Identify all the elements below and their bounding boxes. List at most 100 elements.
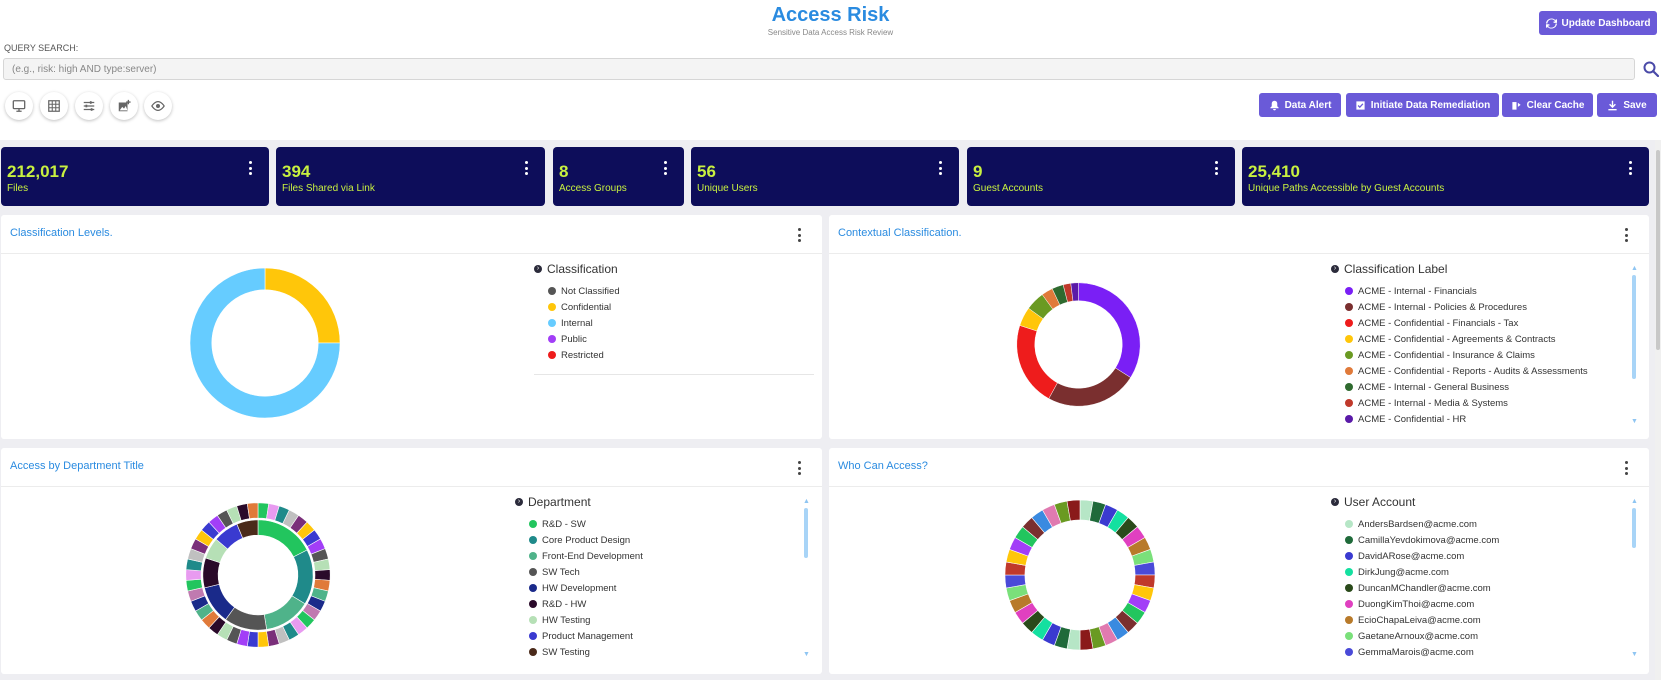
kebab-menu-icon[interactable]: [935, 161, 945, 175]
clear-cache-button[interactable]: Clear Cache: [1502, 93, 1593, 117]
filter-settings-button[interactable]: [75, 92, 103, 120]
donut-slice[interactable]: [1078, 282, 1141, 378]
legend-item[interactable]: Public: [548, 331, 620, 347]
legend-item[interactable]: GaetaneArnoux@acme.com: [1345, 628, 1499, 644]
donut-slice[interactable]: [202, 557, 221, 589]
kpi-files[interactable]: 212,017 Files: [1, 147, 269, 206]
initiate-data-remediation-button[interactable]: Initiate Data Remediation: [1346, 93, 1499, 117]
search-icon[interactable]: [1643, 61, 1659, 77]
legend-item[interactable]: Restricted: [548, 347, 620, 363]
kpi-access-groups[interactable]: 8 Access Groups: [553, 147, 684, 206]
legend-item[interactable]: AndersBardsen@acme.com: [1345, 516, 1499, 532]
clear-cache-label: Clear Cache: [1526, 99, 1585, 111]
legend-scrollbar[interactable]: ▲ ▼: [1631, 265, 1638, 425]
chevron-icon[interactable]: ›: [1331, 265, 1339, 273]
legend-color-dot: [548, 335, 556, 343]
legend-color-dot: [1345, 319, 1353, 327]
who-can-access-panel: Who Can Access? › User Account AndersBar…: [829, 448, 1649, 674]
grid-view-button[interactable]: [40, 92, 68, 120]
chevron-icon[interactable]: ›: [1331, 498, 1339, 506]
scroll-down-icon[interactable]: ▼: [1631, 651, 1638, 658]
kebab-menu-icon[interactable]: [521, 161, 531, 175]
legend-item[interactable]: ACME - Confidential - Insurance & Claims: [1345, 347, 1588, 363]
legend-scrollbar-thumb[interactable]: [1632, 508, 1636, 548]
legend-item[interactable]: ACME - Internal - Financials: [1345, 283, 1588, 299]
main-scrollbar-thumb[interactable]: [1656, 150, 1660, 350]
legend-item[interactable]: Internal: [548, 315, 620, 331]
legend-item[interactable]: GemmaMarois@acme.com: [1345, 644, 1499, 660]
legend-item[interactable]: ACME - Confidential - Agreements & Contr…: [1345, 331, 1588, 347]
update-dashboard-button[interactable]: Update Dashboard: [1539, 11, 1657, 35]
legend-item[interactable]: HW Development: [529, 580, 643, 596]
legend-item[interactable]: HW Testing: [529, 612, 643, 628]
donut-slice[interactable]: [1066, 499, 1081, 522]
kpi-unique-paths-guest[interactable]: 25,410 Unique Paths Accessible by Guest …: [1242, 147, 1649, 206]
kebab-menu-icon[interactable]: [1625, 161, 1635, 175]
data-alert-button[interactable]: Data Alert: [1259, 93, 1341, 117]
legend-item[interactable]: ACME - Internal - General Business: [1345, 379, 1588, 395]
legend-item[interactable]: SW Tech: [529, 564, 643, 580]
legend-scrollbar[interactable]: ▲ ▼: [803, 498, 810, 658]
legend-item[interactable]: DavidARose@acme.com: [1345, 548, 1499, 564]
legend-color-dot: [1345, 383, 1353, 391]
donut-slice[interactable]: [1048, 367, 1131, 407]
legend-item[interactable]: R&D - SW: [529, 516, 643, 532]
kpi-label: Guest Accounts: [973, 183, 1044, 194]
donut-slice[interactable]: [185, 569, 202, 581]
add-image-button[interactable]: [110, 92, 138, 120]
preview-button[interactable]: [144, 92, 172, 120]
kebab-menu-icon[interactable]: [660, 161, 670, 175]
chevron-icon[interactable]: ›: [515, 498, 523, 506]
legend-item[interactable]: ACME - Internal - Policies & Procedures: [1345, 299, 1588, 315]
kebab-menu-icon[interactable]: [245, 161, 255, 175]
donut-slice[interactable]: [264, 267, 341, 344]
donut-slice[interactable]: [189, 267, 341, 419]
donut-slice[interactable]: [1070, 282, 1079, 302]
legend-item[interactable]: ACME - Confidential - HR: [1345, 411, 1588, 427]
scroll-down-icon[interactable]: ▼: [803, 651, 810, 658]
legend-item[interactable]: SW Testing: [529, 644, 643, 660]
scroll-down-icon[interactable]: ▼: [1631, 418, 1638, 425]
scroll-up-icon[interactable]: ▲: [803, 498, 810, 505]
kpi-guest-accounts[interactable]: 9 Guest Accounts: [967, 147, 1235, 206]
legend-title: › Department: [515, 495, 591, 509]
legend-item[interactable]: Front-End Development: [529, 548, 643, 564]
legend-scrollbar-thumb[interactable]: [1632, 275, 1636, 379]
kebab-menu-icon[interactable]: [1623, 461, 1629, 475]
monitor-view-button[interactable]: [5, 92, 33, 120]
legend-item[interactable]: ACME - Internal - Media & Systems: [1345, 395, 1588, 411]
donut-slice[interactable]: [246, 502, 259, 519]
legend-scrollbar[interactable]: ▲ ▼: [1631, 498, 1638, 658]
save-button[interactable]: Save: [1597, 93, 1657, 117]
legend-item[interactable]: ACME - Confidential - Financials - Tax: [1345, 315, 1588, 331]
donut-slice[interactable]: [314, 569, 331, 581]
legend-scrollbar-thumb[interactable]: [804, 508, 808, 558]
kpi-files-shared-via-link[interactable]: 394 Files Shared via Link: [276, 147, 545, 206]
legend-item[interactable]: DirkJung@acme.com: [1345, 564, 1499, 580]
kebab-menu-icon[interactable]: [796, 228, 802, 242]
kebab-menu-icon[interactable]: [1623, 228, 1629, 242]
monitor-icon: [12, 100, 26, 112]
legend-item[interactable]: Confidential: [548, 299, 620, 315]
legend-item[interactable]: Product Management: [529, 628, 643, 644]
legend-item[interactable]: DuongKimThoi@acme.com: [1345, 596, 1499, 612]
legend-item[interactable]: EcioChapaLeiva@acme.com: [1345, 612, 1499, 628]
main-scrollbar[interactable]: [1655, 140, 1661, 680]
legend-item[interactable]: Not Classified: [548, 283, 620, 299]
legend-color-dot: [1345, 568, 1353, 576]
scroll-up-icon[interactable]: ▲: [1631, 265, 1638, 272]
chevron-icon[interactable]: ›: [534, 265, 542, 273]
legend-item[interactable]: R&D - HW: [529, 596, 643, 612]
search-input[interactable]: [3, 58, 1635, 80]
legend-item[interactable]: Core Product Design: [529, 532, 643, 548]
kpi-unique-users[interactable]: 56 Unique Users: [691, 147, 959, 206]
legend-item[interactable]: DuncanMChandler@acme.com: [1345, 580, 1499, 596]
donut-slice[interactable]: [291, 549, 314, 605]
kebab-menu-icon[interactable]: [796, 461, 802, 475]
legend-item[interactable]: ACME - Confidential - Reports - Audits &…: [1345, 363, 1588, 379]
scroll-up-icon[interactable]: ▲: [1631, 498, 1638, 505]
donut-slice[interactable]: [1016, 325, 1058, 399]
legend-item[interactable]: CamillaYevdokimova@acme.com: [1345, 532, 1499, 548]
kebab-menu-icon[interactable]: [1211, 161, 1221, 175]
donut-slice[interactable]: [236, 519, 259, 539]
